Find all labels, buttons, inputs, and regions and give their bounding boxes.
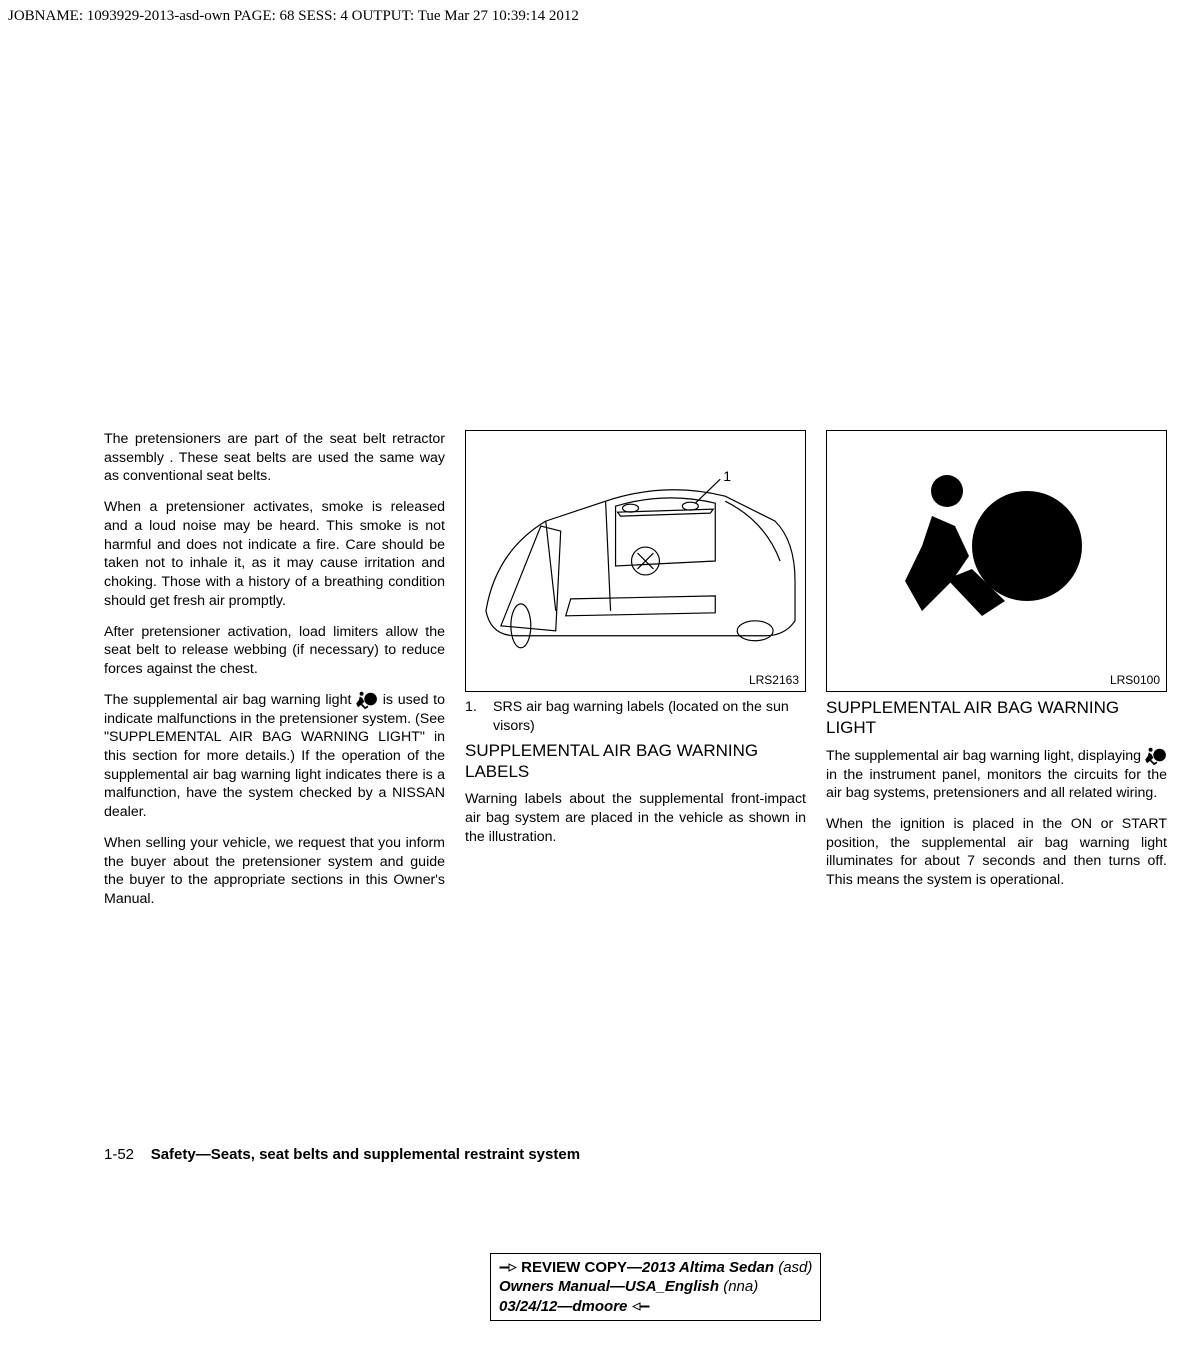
airbag-icon: [1145, 747, 1167, 765]
col1-para-5: When selling your vehicle, we request th…: [104, 834, 445, 909]
list-number: 1.: [465, 698, 493, 735]
column-2: 1 LRS2163 1. SRS air bag warning labels …: [465, 430, 806, 921]
col1-para-4b: is used to indicate malfunctions in the …: [104, 692, 445, 820]
airbag-icon: [356, 691, 378, 709]
review-2b: (nna): [723, 1278, 758, 1295]
review-line-3: 03/24/12—dmoore: [499, 1297, 812, 1317]
review-line-1: REVIEW COPY—2013 Altima Sedan (asd): [499, 1258, 812, 1278]
car-diagram-box: 1 LRS2163: [465, 430, 806, 692]
pointing-hand-icon: [499, 1261, 517, 1274]
col2-heading: SUPPLEMENTAL AIR BAG WARNING LABELS: [465, 741, 806, 782]
col1-para-2: When a pretensioner activates, smoke is …: [104, 498, 445, 610]
page-number: 1-52: [104, 1146, 134, 1163]
review-1a: REVIEW COPY—: [521, 1259, 642, 1276]
review-1c: (asd): [778, 1259, 812, 1276]
column-3: LRS0100 SUPPLEMENTAL AIR BAG WARNING LIG…: [826, 430, 1167, 921]
content-columns: The pretensioners are part of the seat b…: [104, 430, 1167, 921]
footer-section-title: Safety—Seats, seat belts and supplementa…: [151, 1146, 580, 1163]
review-line-2: Owners Manual—USA_English (nna): [499, 1277, 812, 1297]
col1-para-3: After pretensioner activation, load limi…: [104, 623, 445, 679]
column-1: The pretensioners are part of the seat b…: [104, 430, 445, 921]
car-line-drawing: 1: [466, 431, 805, 691]
svg-text:1: 1: [723, 468, 731, 484]
review-2a: Owners Manual—USA_English: [499, 1278, 723, 1295]
col3-para-1b: in the instrument panel, monitors the ci…: [826, 767, 1167, 802]
jobname-header: JOBNAME: 1093929-2013-asd-own PAGE: 68 S…: [8, 8, 579, 25]
review-3a: 03/24/12—dmoore: [499, 1298, 627, 1315]
image-label-1: LRS2163: [749, 673, 799, 687]
page-footer: 1-52 Safety—Seats, seat belts and supple…: [104, 1146, 580, 1163]
pointing-hand-icon: [632, 1300, 650, 1313]
col1-para-4: The supplemental air bag warning light i…: [104, 691, 445, 822]
airbag-symbol-box: LRS0100: [826, 430, 1167, 692]
review-copy-box: REVIEW COPY—2013 Altima Sedan (asd) Owne…: [490, 1253, 821, 1322]
image-label-2: LRS0100: [1110, 673, 1160, 687]
col3-para-1a: The supplemental air bag warning light, …: [826, 748, 1145, 764]
col1-para-4a: The supplemental air bag warning light: [104, 692, 356, 708]
col1-para-1: The pretensioners are part of the seat b…: [104, 430, 445, 486]
col3-para-1: The supplemental air bag warning light, …: [826, 747, 1167, 803]
col2-para-1: Warning labels about the supplemental fr…: [465, 790, 806, 846]
col3-heading: SUPPLEMENTAL AIR BAG WARNING LIGHT: [826, 698, 1167, 739]
list-text: SRS air bag warning labels (located on t…: [493, 698, 806, 735]
airbag-warning-symbol: [897, 461, 1097, 641]
list-item-1: 1. SRS air bag warning labels (located o…: [465, 698, 806, 735]
review-1b: 2013 Altima Sedan: [642, 1259, 778, 1276]
col3-para-2: When the ignition is placed in the ON or…: [826, 815, 1167, 890]
